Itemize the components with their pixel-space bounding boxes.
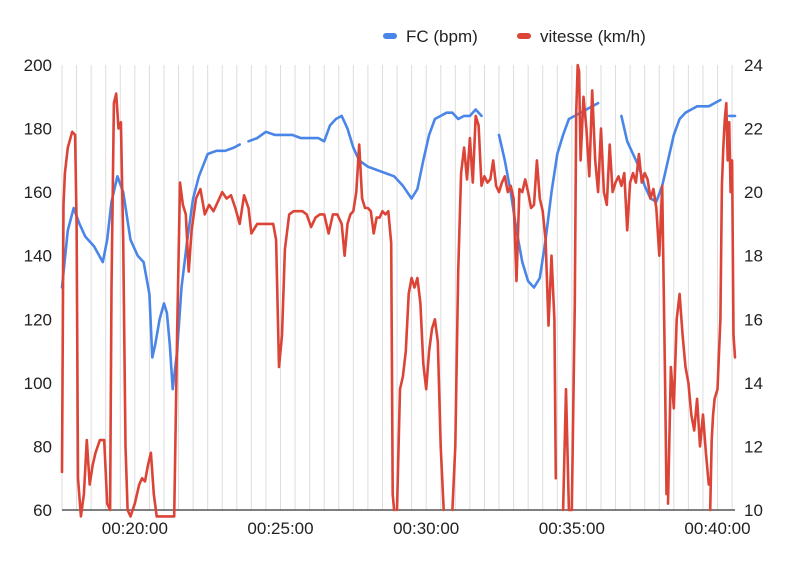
left-y-tick-label: 120	[24, 310, 52, 329]
vitesse-line-segment	[451, 114, 558, 512]
vitesse-line-segment	[395, 276, 445, 512]
vitesse-line-segment	[561, 63, 668, 512]
fc-line-segment	[247, 108, 483, 200]
x-tick-label: 00:40:00	[684, 519, 750, 538]
right-y-axis-tick-labels: 10 12 14 16 18 20 22 24	[744, 56, 763, 520]
series-vitesse-lines	[60, 63, 737, 518]
right-y-tick-label: 16	[744, 310, 763, 329]
right-y-tick-label: 24	[744, 56, 763, 75]
left-y-tick-label: 60	[33, 501, 52, 520]
vitesse-line-segment	[666, 292, 711, 505]
left-y-tick-label: 100	[24, 374, 52, 393]
left-y-tick-label: 80	[33, 437, 52, 456]
vertical-gridlines	[61, 65, 733, 510]
legend: FC (bpm) vitesse (km/h)	[383, 27, 646, 46]
vitesse-line-segment	[708, 101, 737, 512]
x-tick-label: 00:25:00	[247, 519, 313, 538]
legend-swatch-vitesse	[517, 33, 531, 39]
legend-label-vitesse: vitesse (km/h)	[540, 27, 646, 46]
series-fc-lines	[60, 98, 737, 391]
right-y-tick-label: 14	[744, 374, 763, 393]
x-tick-label: 00:35:00	[539, 519, 605, 538]
vitesse-line-segment	[60, 92, 396, 518]
left-y-axis-tick-labels: 60 80 100 120 140 160 180 200	[24, 56, 52, 520]
left-y-tick-label: 140	[24, 247, 52, 266]
left-y-tick-label: 180	[24, 120, 52, 139]
fc-line-segment	[60, 143, 241, 391]
x-axis-tick-labels: 00:20:00 00:25:00 00:30:00 00:35:00 00:40:00	[102, 519, 751, 538]
x-tick-label: 00:20:00	[102, 519, 168, 538]
x-tick-label: 00:30:00	[393, 519, 459, 538]
left-y-tick-label: 200	[24, 56, 52, 75]
fc-line-segment	[620, 98, 722, 203]
right-y-tick-label: 12	[744, 437, 763, 456]
right-y-tick-label: 22	[744, 120, 763, 139]
right-y-tick-label: 10	[744, 501, 763, 520]
legend-swatch-fc	[383, 33, 397, 39]
right-y-tick-label: 18	[744, 247, 763, 266]
legend-label-fc: FC (bpm)	[406, 27, 478, 46]
right-y-tick-label: 20	[744, 183, 763, 202]
left-y-tick-label: 160	[24, 183, 52, 202]
